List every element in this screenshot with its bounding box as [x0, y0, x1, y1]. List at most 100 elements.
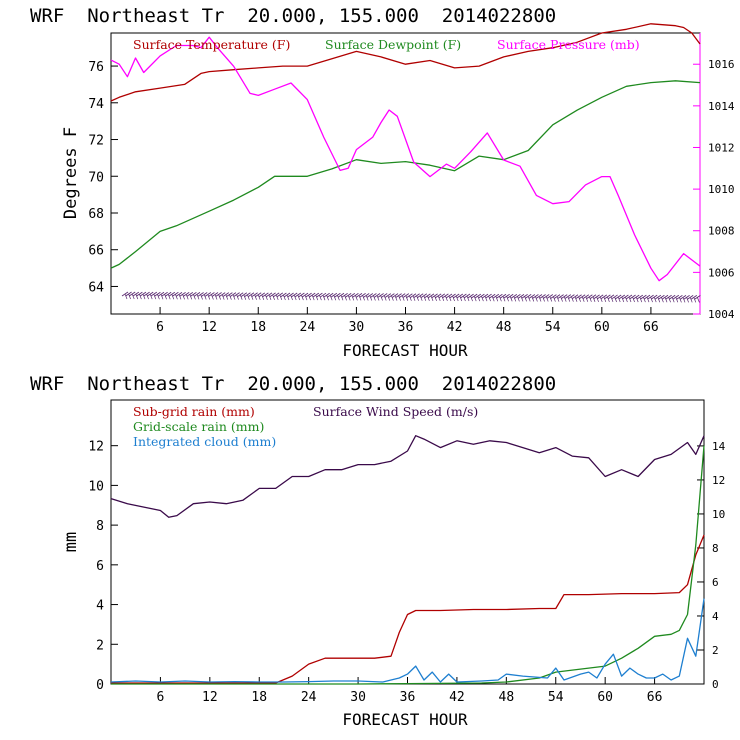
- wind-barb-flag: [232, 294, 236, 300]
- wind-barb-flag: [664, 297, 668, 303]
- wind-barb-flag: [535, 296, 538, 302]
- wind-barb-flag: [247, 294, 250, 300]
- y2-tick-label: 1006: [708, 266, 735, 279]
- y2-tick-label: 8: [712, 542, 719, 555]
- y-tick-label: 8: [96, 519, 104, 534]
- wind-barb-flag: [347, 295, 351, 301]
- wind-barb-flag: [250, 294, 254, 300]
- wind-barb-flag: [311, 294, 315, 301]
- x-tick-label: 42: [447, 320, 463, 335]
- wind-barb-flag: [293, 294, 297, 301]
- y2-tick-label: 12: [712, 474, 725, 487]
- wind-barb-flag: [160, 294, 164, 300]
- wind-barb-flag: [196, 294, 200, 300]
- wind-barb-flag: [401, 295, 405, 301]
- wind-barb-flag: [365, 295, 369, 301]
- wind-barb-flag: [524, 296, 527, 302]
- y-tick-label: 64: [88, 280, 104, 295]
- panel-1-ticks: 6 12 18 24 30 36 42 48 54 60 66 64 66 68 70 72 74 76 1004 1…: [88, 58, 735, 335]
- wind-barb-flag: [499, 296, 502, 302]
- y2-tick-label: 1014: [708, 100, 735, 113]
- y-tick-label: 4: [96, 599, 104, 614]
- wind-barb-flag: [419, 295, 423, 301]
- wind-barb-flag: [542, 296, 545, 302]
- panel-1-series: [110, 23, 701, 282]
- panel-2-y-label: mm: [61, 532, 81, 552]
- wind-barb-flag: [643, 296, 646, 303]
- wind-barb-flag: [319, 295, 322, 301]
- y2-tick-label: 14: [712, 440, 726, 453]
- y-tick-label: 2: [96, 638, 104, 653]
- y-tick-label: 74: [88, 97, 104, 112]
- y2-tick-label: 2: [712, 644, 719, 657]
- x-tick-label: 12: [202, 690, 218, 705]
- wind-barb-flag: [229, 294, 232, 300]
- wind-barb-flag: [225, 294, 229, 300]
- wind-barb-flag: [596, 296, 599, 302]
- wind-barb-flag: [193, 294, 196, 300]
- panel-2-ticks: 6 12 18 24 30 36 42 48 54 60 660246810120246810121…: [88, 440, 725, 705]
- wind-barb-flag: [185, 294, 189, 300]
- wind-barb-flag: [200, 294, 203, 300]
- wind-barb-flag: [153, 294, 157, 300]
- y2-tick-label: 1008: [708, 225, 735, 238]
- y-tick-label: 68: [88, 207, 104, 222]
- panel-1-x-label: FORECAST HOUR: [342, 341, 468, 360]
- wind-barb-flag: [614, 296, 617, 303]
- x-tick-label: 60: [594, 320, 610, 335]
- wind-barb-flag: [146, 293, 149, 300]
- wind-barb-flag: [405, 295, 409, 301]
- wind-barb-flag: [563, 296, 567, 302]
- wind-barb-flag: [279, 294, 283, 301]
- wind-barb-flag: [538, 296, 542, 302]
- x-tick-label: 54: [548, 690, 564, 705]
- wind-barb-flag: [142, 293, 146, 300]
- wind-barb-flag: [207, 294, 211, 300]
- wind-barb-flag: [574, 296, 578, 302]
- wind-barb-flag: [473, 295, 477, 302]
- wind-barb-flag: [283, 294, 286, 301]
- x-tick-label: 66: [643, 320, 659, 335]
- wind-barb-flag: [337, 295, 340, 301]
- y-tick-label: 66: [88, 244, 104, 259]
- panel-1-title: WRF Northeast Tr 20.000, 155.000 2014022…: [30, 5, 556, 27]
- wind-barb-flag: [203, 294, 207, 300]
- wind-barb-flag: [261, 294, 265, 300]
- y-tick-label: 12: [88, 440, 104, 455]
- y-tick-label: 0: [96, 678, 104, 693]
- wind-barb-flag: [697, 297, 700, 303]
- wind-barb-flag: [218, 294, 221, 300]
- wind-barb-flag: [344, 295, 347, 301]
- wind-barb-flag: [221, 294, 225, 300]
- wind-barb-flag: [452, 295, 455, 302]
- series-line-grid-scale-rain: [111, 445, 705, 685]
- x-tick-label: 60: [597, 690, 613, 705]
- wind-barb-flag: [340, 295, 344, 301]
- x-tick-label: 48: [496, 320, 512, 335]
- wind-barb-flag: [571, 296, 574, 302]
- wind-barb-flag: [610, 296, 614, 303]
- wind-barb-flag: [243, 294, 247, 300]
- wind-barb-flag: [617, 296, 621, 303]
- y-tick-label: 6: [96, 559, 104, 574]
- wind-barb-flag: [175, 294, 178, 300]
- y-tick-label: 76: [88, 60, 104, 75]
- series-line-surface-wind-speed: [110, 435, 705, 518]
- wind-barb-flag: [689, 297, 693, 303]
- wind-barb-flag: [592, 296, 596, 302]
- y-tick-label: 72: [88, 134, 104, 149]
- wind-barb-flag: [373, 295, 376, 301]
- wind-barb-flag: [661, 297, 664, 303]
- legend-surface-temperature: Surface Temperature (F): [133, 37, 290, 52]
- wind-barb-flag: [376, 295, 380, 301]
- wind-barb-flag: [466, 295, 470, 302]
- y2-tick-label: 6: [712, 576, 719, 589]
- wind-barb-flag: [545, 296, 549, 302]
- wind-barb-flag: [653, 297, 657, 303]
- wind-barb-flag: [139, 293, 142, 300]
- wind-barb-flag: [491, 296, 495, 302]
- wind-barb-flag: [650, 297, 653, 303]
- wind-barb-flag: [445, 295, 448, 302]
- wind-barbs: [121, 291, 701, 303]
- wind-barb-flag: [329, 295, 333, 301]
